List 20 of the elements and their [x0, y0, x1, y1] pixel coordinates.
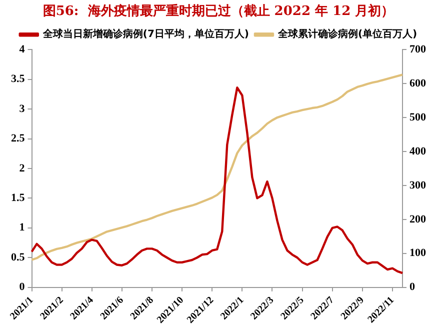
y2-tick-label: 0 — [410, 281, 416, 294]
y-tick-label: 2 — [19, 162, 26, 174]
y-tick-label: 1.5 — [11, 192, 26, 204]
y2-tick-label: 100 — [410, 247, 426, 260]
y-tick-label: 4 — [19, 43, 26, 56]
y2-tick-label: 600 — [410, 77, 426, 90]
y2-tick-label: 400 — [410, 145, 426, 158]
chart-title: 图56: 海外疫情最严重时期已过（截止 2022 年 12 月初） — [42, 3, 394, 20]
legend-label: 全球当日新增确诊病例(7日平均，单位百万人) — [42, 28, 249, 40]
y2-tick-label: 500 — [410, 111, 426, 124]
y2-tick-label: 200 — [410, 213, 426, 226]
y2-tick-label: 700 — [410, 43, 426, 56]
y-tick-label: 3 — [19, 102, 26, 115]
y-tick-label: 1 — [19, 222, 25, 234]
legend-label: 全球累计确诊病例(单位百万人) — [276, 28, 418, 40]
y-tick-label: 0 — [19, 281, 26, 294]
y-tick-label: 2.5 — [11, 132, 26, 145]
y-tick-label: 3.5 — [11, 73, 26, 86]
y-tick-label: 0.5 — [11, 251, 26, 264]
y2-tick-label: 300 — [410, 179, 426, 192]
